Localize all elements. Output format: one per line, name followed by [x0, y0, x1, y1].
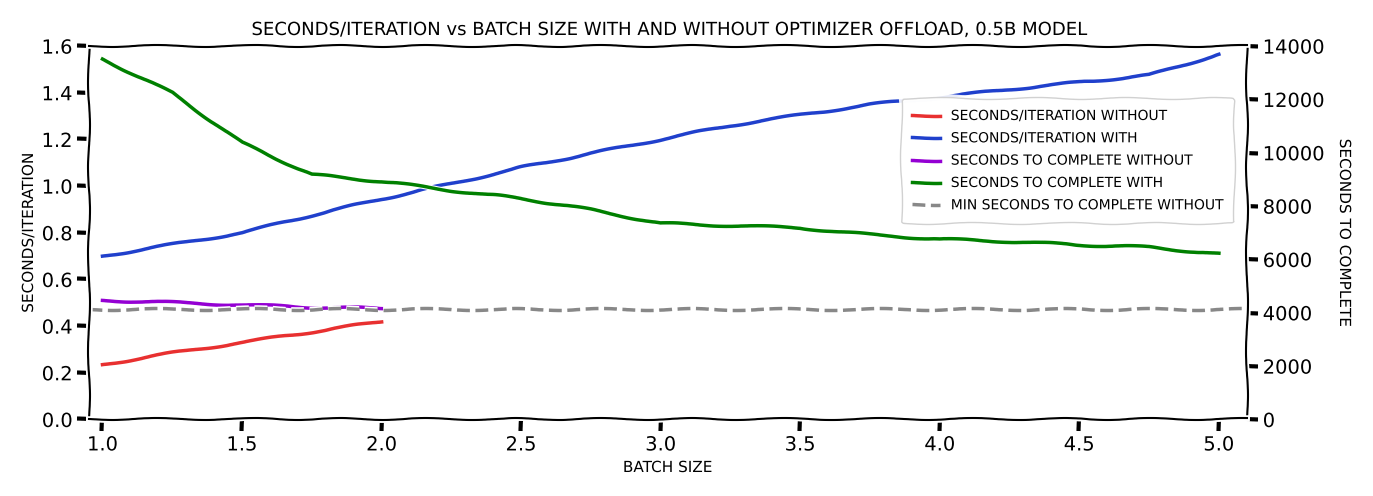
Line: SECONDS TO COMPLETE WITHOUT: SECONDS TO COMPLETE WITHOUT — [103, 301, 382, 309]
SECONDS TO COMPLETE WITHOUT — [303, 304, 320, 310]
SECONDS TO COMPLETE WITHOUT — [233, 302, 250, 308]
SECONDS/ITERATION WITHOUT — [95, 362, 111, 368]
SECONDS TO COMPLETE WITHOUT — [373, 306, 390, 311]
SECONDS/ITERATION WITHOUT — [373, 318, 390, 324]
Y-axis label: SECONDS/ITERATION: SECONDS/ITERATION — [21, 153, 36, 313]
SECONDS TO COMPLETE WITH — [1001, 239, 1017, 245]
Legend: SECONDS/ITERATION WITHOUT, SECONDS/ITERATION WITH, SECONDS TO COMPLETE WITHOUT, : SECONDS/ITERATION WITHOUT, SECONDS/ITERA… — [901, 98, 1234, 223]
SECONDS TO COMPLETE WITH — [373, 179, 390, 185]
SECONDS TO COMPLETE WITH — [163, 90, 180, 96]
SECONDS TO COMPLETE WITH — [303, 172, 320, 178]
SECONDS TO COMPLETE WITH — [792, 225, 809, 231]
SECONDS/ITERATION WITH — [1071, 79, 1087, 85]
Line: SECONDS/ITERATION WITHOUT: SECONDS/ITERATION WITHOUT — [103, 321, 382, 365]
SECONDS/ITERATION WITH — [1211, 51, 1227, 57]
SECONDS/ITERATION WITH — [931, 94, 947, 100]
SECONDS/ITERATION WITH — [233, 230, 250, 236]
SECONDS/ITERATION WITH — [303, 212, 320, 218]
SECONDS/ITERATION WITH — [443, 181, 460, 187]
SECONDS TO COMPLETE WITH — [722, 223, 739, 229]
SECONDS/ITERATION WITHOUT — [303, 329, 320, 335]
SECONDS/ITERATION WITH — [722, 123, 739, 128]
X-axis label: BATCH SIZE: BATCH SIZE — [623, 460, 713, 475]
SECONDS TO COMPLETE WITH — [582, 207, 599, 213]
SECONDS TO COMPLETE WITH — [931, 236, 947, 242]
SECONDS/ITERATION WITH — [862, 102, 879, 108]
SECONDS/ITERATION WITH — [163, 242, 180, 248]
SECONDS/ITERATION WITH — [1001, 86, 1017, 92]
SECONDS TO COMPLETE WITH — [514, 195, 530, 201]
SECONDS TO COMPLETE WITH — [1071, 242, 1087, 248]
SECONDS TO COMPLETE WITH — [95, 56, 111, 62]
SECONDS/ITERATION WITH — [792, 112, 809, 118]
SECONDS TO COMPLETE WITH — [652, 220, 669, 226]
SECONDS TO COMPLETE WITHOUT — [95, 298, 111, 304]
Line: SECONDS/ITERATION WITH: SECONDS/ITERATION WITH — [103, 54, 1219, 256]
MIN SECONDS TO COMPLETE WITHOUT — [95, 306, 111, 312]
SECONDS TO COMPLETE WITH — [233, 140, 250, 146]
SECONDS/ITERATION WITH — [582, 150, 599, 156]
SECONDS/ITERATION WITH — [652, 136, 669, 142]
SECONDS TO COMPLETE WITH — [1141, 244, 1157, 250]
SECONDS/ITERATION WITHOUT — [163, 350, 180, 356]
SECONDS TO COMPLETE WITH — [443, 187, 460, 193]
SECONDS/ITERATION WITH — [514, 165, 530, 171]
SECONDS/ITERATION WITH — [373, 196, 390, 202]
SECONDS TO COMPLETE WITH — [1211, 251, 1227, 257]
SECONDS/ITERATION WITH — [95, 253, 111, 259]
SECONDS TO COMPLETE WITH — [862, 232, 879, 238]
SECONDS TO COMPLETE WITHOUT — [163, 300, 180, 306]
SECONDS/ITERATION WITH — [1141, 72, 1157, 78]
Y-axis label: SECONDS TO COMPLETE: SECONDS TO COMPLETE — [1337, 139, 1352, 327]
Title: SECONDS/ITERATION vs BATCH SIZE WITH AND WITHOUT OPTIMIZER OFFLOAD, 0.5B MODEL: SECONDS/ITERATION vs BATCH SIZE WITH AND… — [251, 21, 1083, 39]
Line: SECONDS TO COMPLETE WITH: SECONDS TO COMPLETE WITH — [103, 59, 1219, 254]
SECONDS/ITERATION WITHOUT — [233, 339, 250, 345]
